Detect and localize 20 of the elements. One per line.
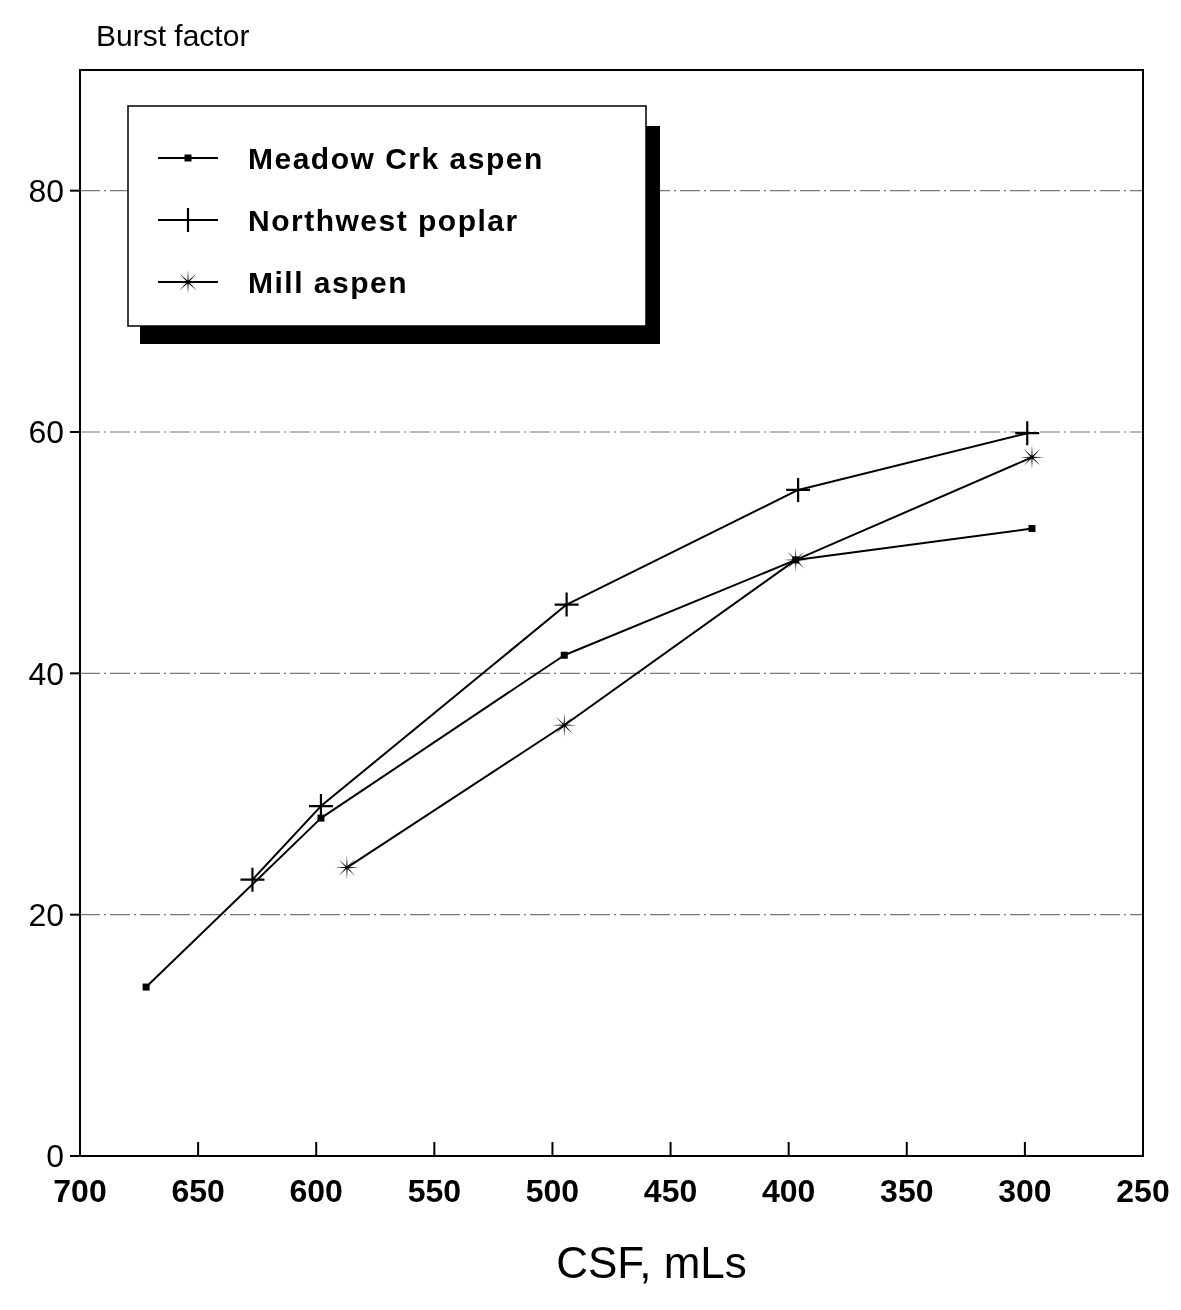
x-tick-label: 700 [53,1173,107,1209]
y-tick-label: 20 [28,896,64,933]
x-tick-label: 450 [643,1173,698,1209]
x-tick-label: 350 [880,1173,934,1209]
x-tick-label: 500 [525,1173,580,1209]
y-axis-title: Burst factor [96,19,250,52]
x-tick-label: 600 [289,1173,343,1209]
y-tick-label: 40 [28,655,64,692]
y-tick-label: 80 [28,172,64,209]
legend-label: Northwest poplar [248,203,519,237]
legend-label: Mill aspen [248,265,409,299]
x-tick-label: 550 [407,1173,462,1209]
x-tick-label: 400 [761,1173,816,1209]
x-axis-title: CSF, mLs [556,1238,747,1287]
y-tick-label: 60 [28,414,64,451]
x-tick-label: 650 [171,1173,225,1209]
legend-label: Meadow Crk aspen [248,141,544,175]
x-tick-label: 250 [1116,1173,1170,1209]
x-tick-label: 300 [998,1173,1052,1209]
y-tick-label: 0 [46,1138,64,1175]
